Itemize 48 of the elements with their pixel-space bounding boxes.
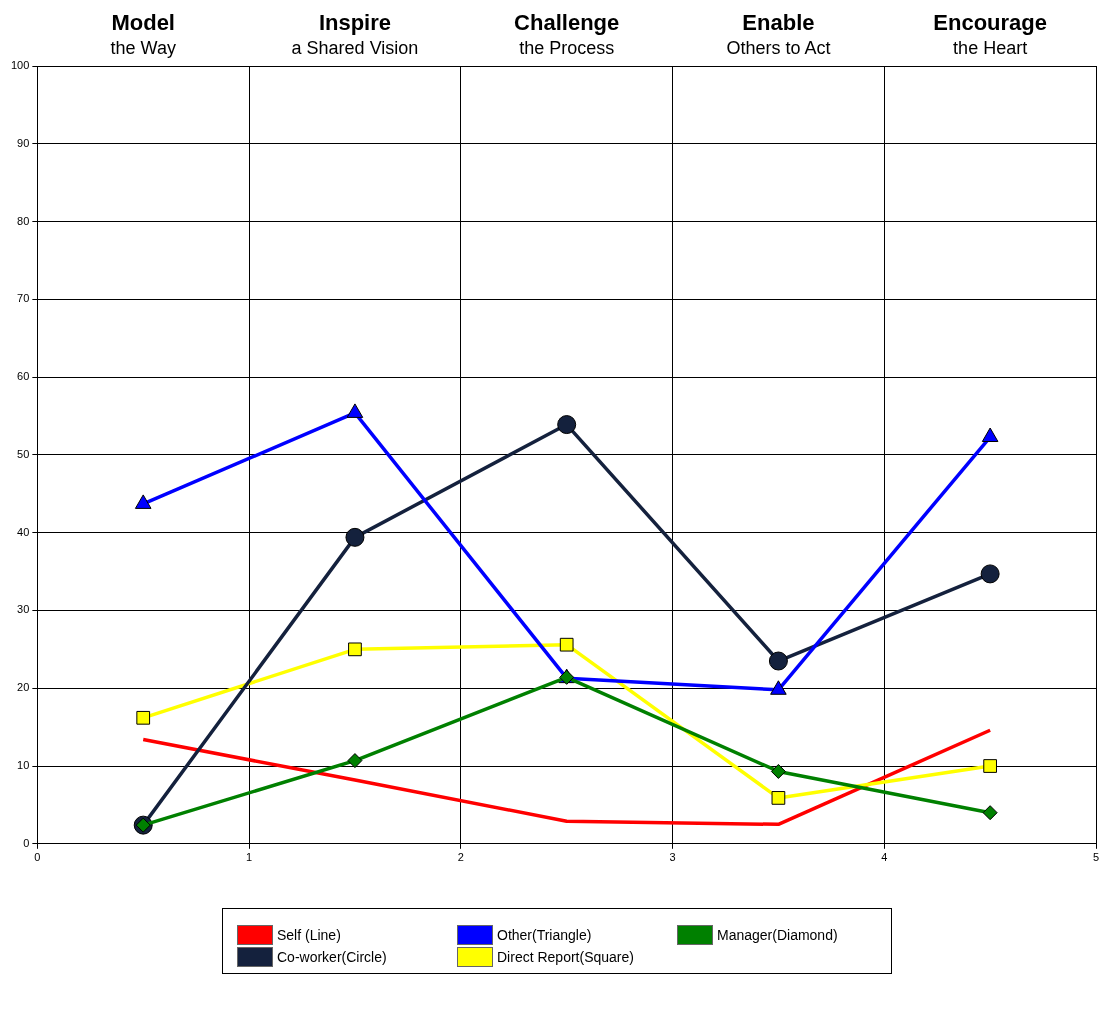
point <box>348 642 362 657</box>
y-tick-label: 90 <box>17 136 30 149</box>
point <box>134 494 152 509</box>
y-tick-label: 60 <box>17 370 30 383</box>
y-tick-label: 50 <box>17 447 30 460</box>
x-tick-label: 2 <box>457 851 464 864</box>
point <box>980 564 1000 584</box>
x-tick-label: 3 <box>669 851 676 864</box>
text: a Shared Vision <box>291 38 419 58</box>
y-tick-label: 100 <box>10 59 30 72</box>
text: Others to Act <box>726 38 831 58</box>
point <box>771 791 786 805</box>
point <box>346 403 364 418</box>
text: the Heart <box>953 38 1028 58</box>
y-tick-label: 70 <box>17 292 30 305</box>
point <box>136 710 151 725</box>
text: Enable <box>742 10 815 35</box>
legend-label: Direct Report(Square) <box>497 949 634 965</box>
text: Inspire <box>318 10 392 35</box>
y-tick-label: 10 <box>17 759 30 772</box>
x-tick-label: 0 <box>34 851 41 864</box>
legend-label: Other(Triangle) <box>497 927 592 943</box>
text: Challenge <box>514 10 620 35</box>
point <box>770 763 786 779</box>
x-tick-label: 4 <box>881 851 888 864</box>
text: Model <box>111 10 175 35</box>
legend-label: Self (Line) <box>277 927 341 943</box>
y-tick-label: 40 <box>17 525 30 538</box>
point <box>557 415 577 435</box>
legend-label: Co-worker(Circle) <box>277 949 387 965</box>
y-tick-label: 30 <box>17 603 30 616</box>
point <box>768 651 788 671</box>
y-tick-label: 80 <box>17 214 30 227</box>
y-tick-label: 20 <box>17 681 30 694</box>
point <box>983 759 997 773</box>
text: the Way <box>110 38 176 58</box>
y-tick-label: 0 <box>23 836 30 849</box>
point <box>770 680 787 695</box>
point <box>982 805 998 821</box>
point <box>981 427 999 443</box>
text: the Process <box>519 38 615 58</box>
point <box>559 637 574 652</box>
legend-label: Manager(Diamond) <box>717 927 838 943</box>
x-tick-label: 5 <box>1092 851 1100 864</box>
point <box>345 527 365 547</box>
x-tick-label: 1 <box>246 851 253 864</box>
text: Encourage <box>933 10 1047 35</box>
point <box>347 753 363 769</box>
